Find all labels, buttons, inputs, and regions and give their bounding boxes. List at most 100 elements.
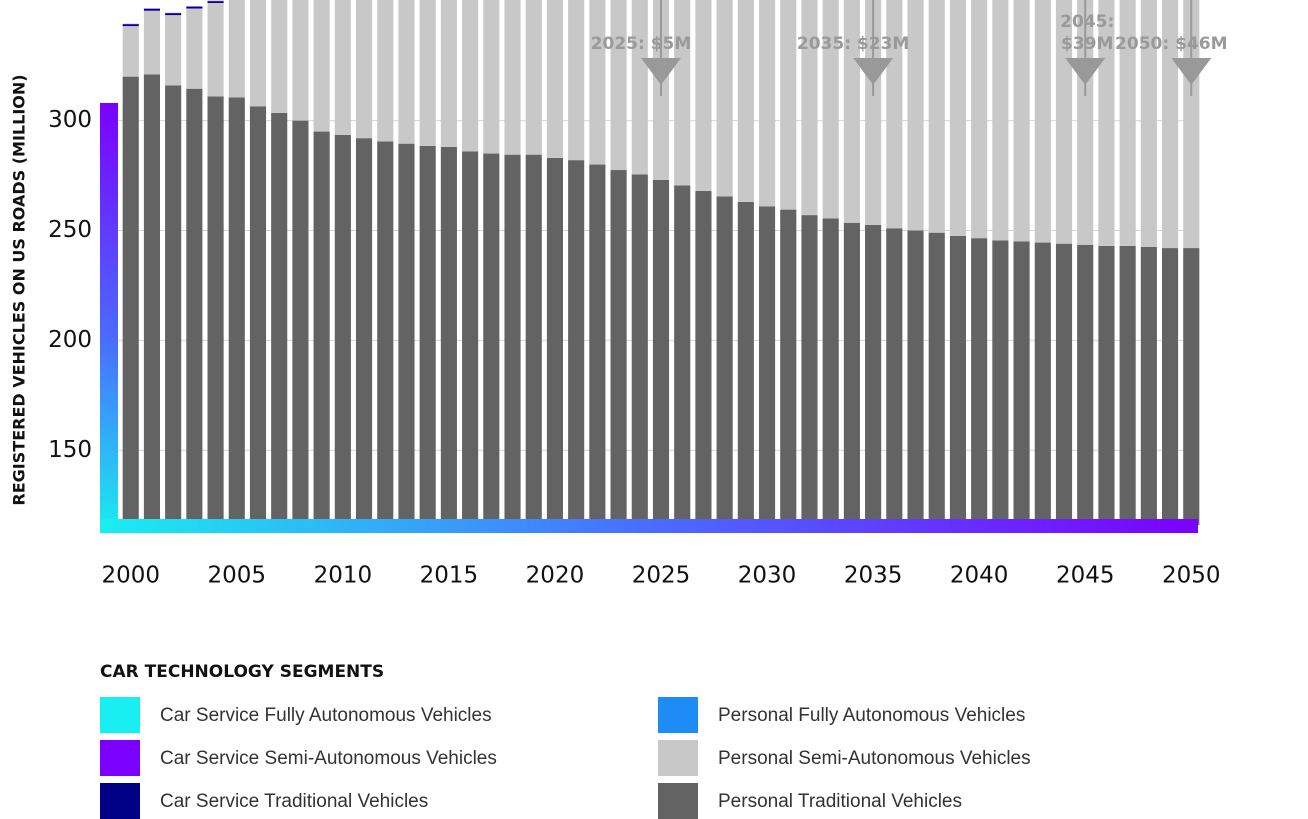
bar-segment (313, 0, 330, 132)
bar-segment (843, 0, 860, 223)
bar-segment (737, 0, 754, 202)
bar-segment (758, 0, 776, 207)
bar-segment (271, 0, 288, 113)
bar-segment (568, 0, 585, 161)
bar-segment (949, 0, 967, 236)
x-tick-label: 2005 (208, 563, 267, 589)
bar-segment (249, 106, 267, 525)
bar-segment (801, 0, 818, 216)
bar-segment (122, 76, 139, 525)
x-tick-label: 2010 (314, 563, 373, 589)
legend-label: Personal Traditional Vehicles (718, 791, 962, 812)
legend-label: Car Service Semi-Autonomous Vehicles (160, 748, 497, 769)
annotation-label: $39M (1061, 34, 1113, 54)
bar-segment (631, 0, 648, 175)
bar-segment (1013, 241, 1030, 525)
bars (122, 0, 1200, 526)
y-axis-bar (100, 103, 118, 533)
bar-segment (292, 0, 309, 121)
bar-segment (292, 120, 309, 525)
annotation-label: 2045: (1060, 12, 1114, 32)
bar-segment (313, 131, 330, 525)
x-tick-label: 2030 (738, 563, 797, 589)
bar-segment (780, 0, 797, 210)
annotation-label: 2025: $5M (591, 34, 692, 54)
x-tick-label: 2040 (950, 563, 1009, 589)
legend-label: Personal Semi-Autonomous Vehicles (718, 748, 1031, 769)
bar-segment (122, 26, 139, 77)
bar-segment (631, 174, 648, 525)
bar-segment (716, 196, 733, 526)
bar-segment (907, 0, 924, 231)
bar-segment (398, 143, 415, 526)
bar-segment (1119, 0, 1136, 246)
bar-segment (143, 8, 160, 11)
bar-segment (589, 164, 606, 525)
y-tick-label: 300 (48, 107, 92, 133)
bar-segment (992, 240, 1009, 525)
bar-segment (504, 154, 521, 525)
bar-segment (949, 235, 967, 526)
x-tick-label: 2025 (632, 563, 691, 589)
bar-segment (419, 0, 436, 146)
bar-segment (801, 215, 818, 525)
bar-segment (143, 10, 160, 75)
legend-swatch (100, 783, 140, 819)
bar-segment (1162, 248, 1179, 525)
bar-segment (992, 0, 1009, 241)
bar-segment (462, 151, 479, 525)
bar-segment (165, 15, 182, 86)
bar-segment (228, 97, 245, 525)
y-tick-label: 150 (48, 437, 92, 463)
legend-swatch (658, 740, 698, 776)
bar-segment (419, 145, 436, 525)
bar-segment (398, 0, 415, 144)
bar-segment (1055, 243, 1073, 525)
bar-segment (186, 8, 203, 89)
bar-segment (462, 0, 479, 152)
bar-segment (1119, 245, 1136, 526)
bar-segment (1034, 0, 1051, 243)
bar-segment (971, 238, 988, 525)
bar-segment (674, 185, 691, 525)
x-tick-label: 2000 (101, 563, 160, 589)
legend-swatch (100, 740, 140, 776)
bar-segment (610, 0, 627, 171)
bar-segment (440, 0, 457, 147)
bar-segment (907, 230, 924, 525)
legend-label: Car Service Fully Autonomous Vehicles (160, 705, 492, 726)
bar-segment (440, 146, 457, 526)
bar-segment (716, 0, 733, 197)
bar-segment (780, 209, 797, 526)
legend-swatch (658, 783, 698, 819)
bar-segment (186, 6, 203, 9)
bar-segment (695, 0, 712, 191)
bar-segment (377, 0, 394, 142)
legend-title: CAR TECHNOLOGY SEGMENTS (100, 662, 384, 682)
bar-segment (165, 85, 182, 526)
bar-segment (928, 232, 945, 526)
bar-segment (737, 201, 754, 525)
legend-label: Car Service Traditional Vehicles (160, 791, 428, 812)
bar-segment (865, 0, 882, 225)
bar-segment (1098, 245, 1115, 526)
legend-label: Personal Fully Autonomous Vehicles (718, 705, 1025, 726)
bar-segment (1162, 0, 1179, 249)
bar-segment (207, 96, 224, 525)
x-axis-bar (100, 519, 1198, 533)
bar-segment (483, 0, 500, 154)
bar-segment (886, 0, 903, 229)
annotation-label: 2050: $46M (1115, 34, 1227, 54)
bar-segment (355, 138, 373, 525)
bar-segment (483, 153, 500, 526)
bar-segment (695, 190, 712, 525)
bar-segment (1140, 0, 1157, 247)
x-tick-label: 2045 (1056, 563, 1115, 589)
bar-segment (1140, 246, 1157, 525)
bar-segment (249, 0, 267, 107)
legend: Car Service Fully Autonomous Vehicles Car… (100, 697, 1031, 819)
bar-segment (886, 228, 903, 525)
bar-segment (1183, 248, 1200, 525)
